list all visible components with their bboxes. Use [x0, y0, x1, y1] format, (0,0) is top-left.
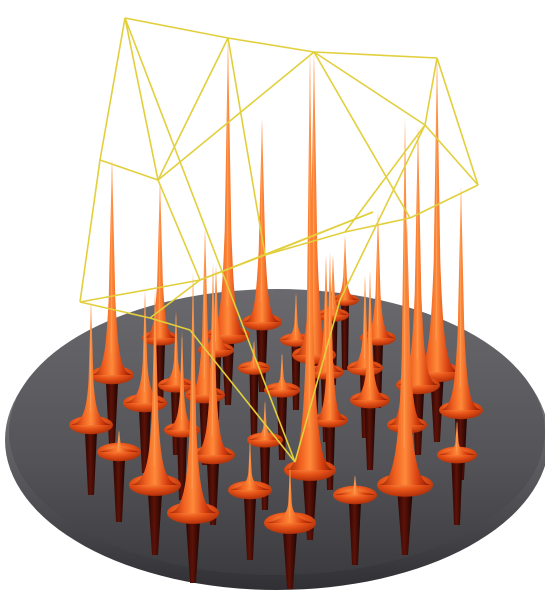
link-line	[339, 124, 426, 301]
link-line	[149, 317, 191, 331]
link-line	[424, 57, 438, 126]
spike	[439, 185, 483, 420]
link-line	[264, 231, 346, 256]
spike	[377, 118, 433, 497]
underside-stem	[147, 489, 163, 555]
link-line	[124, 17, 159, 181]
spike	[129, 290, 181, 496]
spike	[333, 475, 377, 505]
link-line	[436, 57, 479, 186]
spike	[437, 420, 477, 464]
link-line	[409, 184, 479, 219]
link-line	[227, 37, 315, 53]
spike	[97, 430, 141, 462]
link-line	[313, 51, 438, 59]
spike	[242, 118, 282, 331]
link-line	[344, 217, 411, 233]
spike	[264, 465, 316, 534]
spike	[308, 255, 344, 380]
spike	[142, 180, 178, 346]
link-line	[99, 159, 159, 181]
link-line	[99, 17, 126, 161]
underside-stem	[348, 499, 362, 565]
link-line	[124, 17, 296, 463]
link-line	[157, 37, 229, 181]
spike	[69, 300, 113, 435]
link-line	[79, 301, 151, 319]
spike	[350, 270, 390, 409]
link-line	[149, 279, 201, 319]
spike	[228, 440, 272, 500]
link-line	[313, 51, 411, 219]
spike	[167, 272, 219, 524]
link-line	[264, 211, 374, 256]
spike	[331, 235, 359, 306]
link-line	[424, 124, 479, 186]
underside-stem	[341, 304, 349, 370]
underside-stem	[84, 429, 98, 495]
link-line	[227, 37, 266, 256]
underside-stem	[249, 372, 259, 438]
link-line	[157, 51, 315, 181]
underside-stem	[256, 326, 268, 392]
link-network	[79, 17, 479, 463]
spike	[264, 352, 300, 398]
underside-stem	[112, 456, 126, 522]
spike	[90, 158, 134, 385]
link-line	[294, 299, 341, 463]
underside-stem	[282, 527, 298, 589]
underside-stem	[243, 494, 257, 560]
link-line	[79, 279, 201, 303]
underside-stem	[451, 459, 463, 525]
link-line	[189, 329, 296, 463]
link-line	[79, 159, 101, 303]
link-line	[124, 17, 229, 39]
underside-stem	[397, 489, 413, 555]
link-line	[157, 179, 201, 281]
underside-stem	[430, 376, 444, 442]
link-line	[344, 124, 426, 233]
link-line	[313, 51, 426, 126]
underside-stem	[185, 517, 201, 583]
underside-stem	[364, 404, 376, 470]
spike	[284, 50, 336, 481]
